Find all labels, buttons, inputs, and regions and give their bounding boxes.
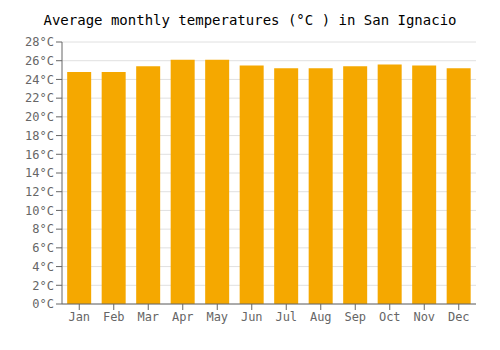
html-text:Average monthly temperatures (: Average monthly temperatures (°C ) in Sa… xyxy=(43,12,457,28)
svg-text:18°C: 18°C xyxy=(25,129,54,143)
svg-text:Dec: Dec xyxy=(448,310,470,324)
svg-text:14°C: 14°C xyxy=(25,166,54,180)
svg-text:0°C: 0°C xyxy=(32,297,54,311)
svg-text:Mar: Mar xyxy=(137,310,159,324)
svg-text:4°C: 4°C xyxy=(32,260,54,274)
svg-text:Oct: Oct xyxy=(379,310,401,324)
svg-text:8°C: 8°C xyxy=(32,222,54,236)
svg-text:22°C: 22°C xyxy=(25,91,54,105)
svg-text:24°C: 24°C xyxy=(25,73,54,87)
svg-text:28°C: 28°C xyxy=(25,35,54,49)
svg-text:26°C: 26°C xyxy=(25,54,54,68)
svg-text:May: May xyxy=(206,310,228,324)
svg-text:Jul: Jul xyxy=(275,310,297,324)
svg-text:12°C: 12°C xyxy=(25,185,54,199)
svg-text:Jan: Jan xyxy=(68,310,90,324)
svg-text:10°C: 10°C xyxy=(25,204,54,218)
svg-text:Nov: Nov xyxy=(413,310,435,324)
svg-text:Feb: Feb xyxy=(103,310,125,324)
svg-text:Aug: Aug xyxy=(310,310,332,324)
svg-text:Jun: Jun xyxy=(241,310,263,324)
svg-text:Apr: Apr xyxy=(172,310,194,324)
svg-text:Sep: Sep xyxy=(344,310,366,324)
svg-text:2°C: 2°C xyxy=(32,279,54,293)
svg-text:6°C: 6°C xyxy=(32,241,54,255)
svg-text:16°C: 16°C xyxy=(25,148,54,162)
svg-text:20°C: 20°C xyxy=(25,110,54,124)
